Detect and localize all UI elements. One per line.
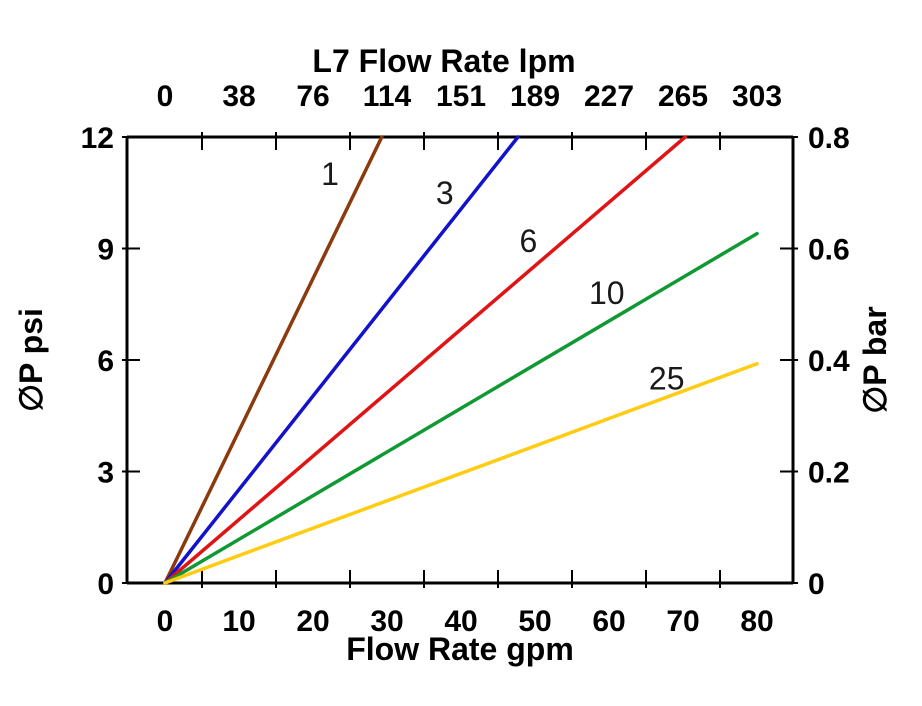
bottom-axis-tick-label: 0 bbox=[157, 605, 174, 638]
top-axis-tick-label: 0 bbox=[157, 80, 174, 113]
left-axis-tick-label: 3 bbox=[97, 457, 114, 490]
series-line-10 bbox=[163, 231, 759, 585]
bottom-axis-tick-label: 30 bbox=[370, 605, 403, 638]
top-axis-tick-label: 189 bbox=[510, 80, 560, 113]
series-line-1 bbox=[163, 135, 384, 585]
series-label-6: 6 bbox=[519, 223, 537, 259]
left-axis-tick-label: 9 bbox=[97, 234, 114, 267]
top-axis-tick-label: 265 bbox=[658, 80, 708, 113]
series-line-6 bbox=[163, 135, 687, 585]
top-axis-tick-label: 114 bbox=[363, 80, 412, 113]
right-axis-tick-label: 0.8 bbox=[808, 122, 850, 155]
left-axis-title: ∅P psi bbox=[13, 308, 49, 412]
right-axis-tick-label: 0.2 bbox=[808, 457, 850, 490]
bottom-axis-title: Flow Rate gpm bbox=[346, 631, 574, 667]
bottom-axis-tick-label: 60 bbox=[592, 605, 625, 638]
top-axis-tick-label: 38 bbox=[222, 80, 255, 113]
series-label-10: 10 bbox=[589, 275, 625, 311]
bottom-axis-tick-label: 70 bbox=[666, 605, 699, 638]
right-axis-tick-label: 0.4 bbox=[808, 345, 850, 378]
right-axis-tick-label: 0.6 bbox=[808, 234, 850, 267]
series-label-1: 1 bbox=[321, 156, 339, 192]
bottom-axis-tick-label: 50 bbox=[518, 605, 551, 638]
top-axis-tick-label: 151 bbox=[436, 80, 486, 113]
series-label-3: 3 bbox=[436, 175, 454, 211]
series-line-25 bbox=[163, 361, 759, 585]
top-axis-tick-label: 227 bbox=[584, 80, 634, 113]
bottom-axis-tick-label: 10 bbox=[222, 605, 255, 638]
right-axis-title: ∅P bar bbox=[857, 306, 893, 413]
top-axis-tick-label: 303 bbox=[732, 80, 782, 113]
left-axis-tick-label: 6 bbox=[97, 345, 114, 378]
right-axis-tick-label: 0 bbox=[808, 568, 825, 601]
top-axis-title: L7 Flow Rate lpm bbox=[312, 43, 575, 79]
left-axis-tick-label: 0 bbox=[97, 568, 114, 601]
bottom-axis-tick-label: 40 bbox=[444, 605, 477, 638]
series-line-3 bbox=[163, 135, 520, 585]
bottom-axis-tick-label: 80 bbox=[740, 605, 773, 638]
left-axis-tick-label: 12 bbox=[81, 122, 114, 155]
bottom-axis-tick-label: 20 bbox=[296, 605, 329, 638]
top-axis-tick-label: 76 bbox=[296, 80, 329, 113]
series-label-25: 25 bbox=[649, 361, 685, 397]
